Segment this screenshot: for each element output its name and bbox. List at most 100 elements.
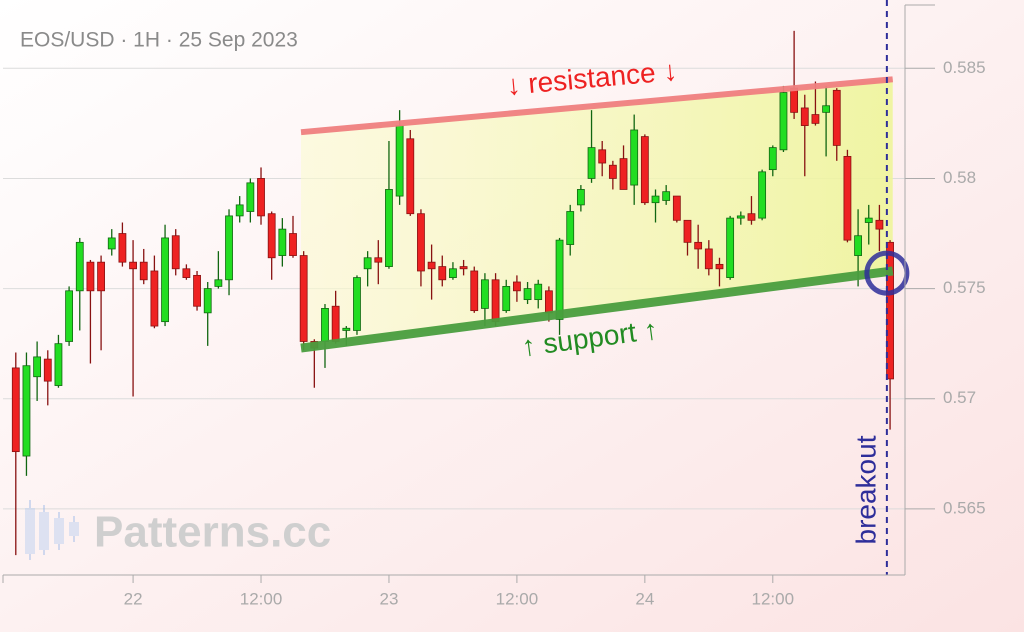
candle-body: [321, 308, 329, 342]
candle-body: [385, 189, 393, 267]
candle-body: [608, 164, 617, 179]
x-tick-label: 12:00: [752, 589, 795, 608]
candle-body: [598, 149, 607, 164]
candle-body: [790, 87, 799, 113]
x-tick-label: 22: [124, 589, 143, 608]
candles: [11, 30, 894, 556]
candle-body: [555, 239, 564, 320]
chart-title: EOS/USD · 1H · 25 Sep 2023: [20, 29, 298, 52]
y-tick-label: 0.585: [943, 58, 986, 77]
candle-body: [86, 261, 95, 292]
candle-body: [161, 237, 169, 323]
candle-body: [54, 343, 63, 386]
watermark-icon: [25, 500, 79, 560]
candle-body: [470, 270, 479, 312]
y-tick-label: 0.58: [943, 168, 976, 187]
candle-body: [726, 217, 735, 278]
candle-body: [683, 219, 692, 243]
candle-body: [630, 129, 639, 186]
candle-body: [353, 277, 361, 331]
breakout-circle: [864, 250, 910, 296]
breakout-label: breakout: [850, 435, 881, 544]
candle-body: [502, 285, 511, 312]
candle-body: [449, 268, 457, 278]
candle-body: [246, 182, 255, 212]
candle-body: [523, 288, 532, 301]
candle-body: [22, 365, 31, 457]
x-tick-label: 24: [635, 589, 654, 608]
candle-body: [843, 156, 852, 241]
candle-body: [619, 158, 628, 190]
candle-body: [150, 270, 159, 327]
candle-body: [33, 356, 42, 378]
candle-body: [214, 279, 223, 287]
candle-body: [768, 147, 777, 171]
candle-body: [289, 233, 297, 256]
candle-body: [534, 283, 543, 301]
candle-body: [513, 281, 521, 292]
candle-body: [97, 261, 105, 292]
candle-body: [704, 248, 713, 270]
y-tick-label: 0.565: [943, 498, 986, 517]
candle-body: [11, 367, 20, 453]
y-tick-label: 0.57: [943, 388, 976, 407]
candle-body: [832, 89, 841, 146]
candle-body: [427, 261, 436, 270]
candle-body: [491, 279, 500, 323]
resistance-line: [300, 76, 894, 136]
candle-body: [576, 189, 585, 206]
support-line: [300, 266, 894, 353]
candle-body: [779, 92, 788, 151]
candle-body: [864, 217, 873, 223]
candle-body: [395, 125, 404, 197]
candle-body: [662, 191, 671, 201]
candle-body: [374, 257, 383, 263]
candle-body: [342, 327, 351, 331]
candle-body: [651, 195, 660, 204]
candle-body: [459, 266, 468, 270]
candle-body: [118, 233, 127, 263]
candle-body: [43, 358, 52, 382]
candle-body: [193, 274, 201, 307]
candle-body: [139, 261, 148, 281]
axes: 0.565 0.57 0.575 0.58 0.585 22 12:00 23 12:00 24 1…: [2, 4, 986, 608]
x-tick-label: 23: [380, 589, 399, 608]
candle-body: [758, 171, 767, 219]
candle-body: [481, 279, 489, 309]
candle-body: [822, 105, 831, 113]
candle-body: [225, 215, 233, 281]
candle-body: [257, 178, 265, 217]
candle-body: [406, 138, 415, 215]
watermark: Patterns.cc: [94, 508, 331, 557]
y-tick-label: 0.575: [943, 278, 986, 297]
candle-body: [331, 305, 340, 342]
candle-body: [75, 241, 84, 292]
candle-body: [747, 213, 756, 221]
candle-body: [672, 195, 681, 221]
candle-body: [438, 266, 447, 281]
candle-body: [363, 257, 372, 270]
candle-body: [417, 213, 425, 272]
candle-body: [715, 263, 724, 270]
candle-body: [107, 237, 116, 250]
candle-body: [299, 255, 308, 342]
candle-body: [182, 268, 191, 278]
candle-body: [544, 290, 553, 314]
candle-body: [278, 228, 287, 256]
x-tick-label: 12:00: [496, 589, 539, 608]
candle-body: [65, 290, 74, 342]
channel: [301, 79, 893, 349]
candle-body: [171, 235, 180, 270]
candle-body: [854, 235, 862, 256]
candle-body: [566, 211, 575, 245]
x-tick-label: 12:00: [240, 589, 283, 608]
candle-body: [129, 261, 137, 270]
candle-body: [640, 136, 649, 204]
candle-body: [811, 114, 820, 124]
candle-body: [736, 215, 745, 219]
candle-body: [694, 241, 703, 250]
candle-body: [203, 288, 212, 314]
candle-body: [235, 204, 244, 217]
